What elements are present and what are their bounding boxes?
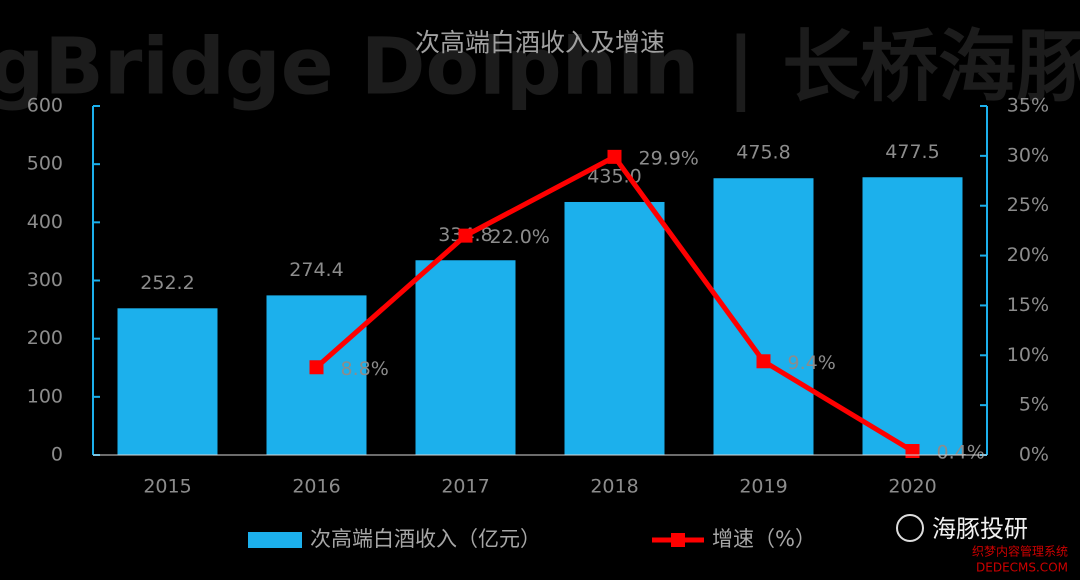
bar bbox=[415, 260, 516, 455]
growth-marker bbox=[458, 228, 473, 243]
logo-text: 海豚投研 bbox=[932, 515, 1028, 543]
bar-value-label: 274.4 bbox=[289, 259, 343, 281]
site-url: DEDECMS.COM bbox=[976, 561, 1068, 575]
x-tick-label: 2015 bbox=[143, 476, 191, 498]
y-tick-label: 200 bbox=[27, 327, 63, 349]
x-tick-label: 2017 bbox=[441, 476, 489, 498]
bar bbox=[862, 177, 963, 456]
watermark: LongBridge Dolphin | 长桥海豚投研 bbox=[0, 22, 1080, 112]
growth-marker bbox=[905, 444, 920, 459]
bar bbox=[117, 308, 218, 455]
x-tick-label: 2016 bbox=[292, 476, 340, 498]
growth-value-label: 9.4% bbox=[788, 352, 836, 374]
site-mark: 织梦内容管理系统 bbox=[972, 544, 1068, 559]
x-tick-label: 2019 bbox=[739, 476, 787, 498]
bar bbox=[266, 295, 367, 455]
y-tick-label: 400 bbox=[27, 211, 63, 233]
y2-tick-label: 20% bbox=[1007, 244, 1049, 266]
logo: 海豚投研 织梦内容管理系统 DEDECMS.COM bbox=[896, 514, 1068, 575]
y-tick-label: 100 bbox=[27, 385, 63, 407]
y-tick-label: 600 bbox=[27, 95, 63, 117]
x-tick-label: 2018 bbox=[590, 476, 638, 498]
bar bbox=[564, 201, 665, 455]
bar-value-label: 252.2 bbox=[140, 272, 194, 294]
y-tick-label: 500 bbox=[27, 153, 63, 175]
x-tick-label: 2020 bbox=[888, 476, 936, 498]
y2-tick-label: 5% bbox=[1019, 394, 1049, 416]
y-tick-label: 0 bbox=[51, 444, 63, 466]
legend-marker bbox=[671, 533, 685, 547]
y2-tick-label: 0% bbox=[1019, 444, 1049, 466]
legend-label: 次高端白酒收入（亿元） bbox=[310, 527, 541, 551]
legend-swatch bbox=[248, 532, 302, 548]
growth-value-label: 29.9% bbox=[639, 147, 699, 169]
bar-value-label: 475.8 bbox=[736, 142, 790, 164]
growth-marker bbox=[756, 354, 771, 369]
y2-tick-label: 35% bbox=[1007, 95, 1049, 117]
logo-icon bbox=[896, 514, 924, 542]
y2-tick-label: 25% bbox=[1007, 194, 1049, 216]
bar-value-label: 435.0 bbox=[587, 165, 641, 187]
growth-value-label: 0.4% bbox=[937, 442, 985, 464]
bar-value-label: 477.5 bbox=[885, 141, 939, 163]
growth-marker bbox=[309, 360, 324, 375]
growth-value-label: 8.8% bbox=[341, 358, 389, 380]
y2-tick-label: 10% bbox=[1007, 344, 1049, 366]
chart-title: 次高端白酒收入及增速 bbox=[415, 28, 665, 57]
growth-marker bbox=[607, 149, 622, 164]
y2-tick-label: 15% bbox=[1007, 294, 1049, 316]
growth-value-label: 22.0% bbox=[490, 226, 550, 248]
y-tick-label: 300 bbox=[27, 269, 63, 291]
y2-tick-label: 30% bbox=[1007, 144, 1049, 166]
legend-label: 增速（%） bbox=[712, 527, 816, 551]
